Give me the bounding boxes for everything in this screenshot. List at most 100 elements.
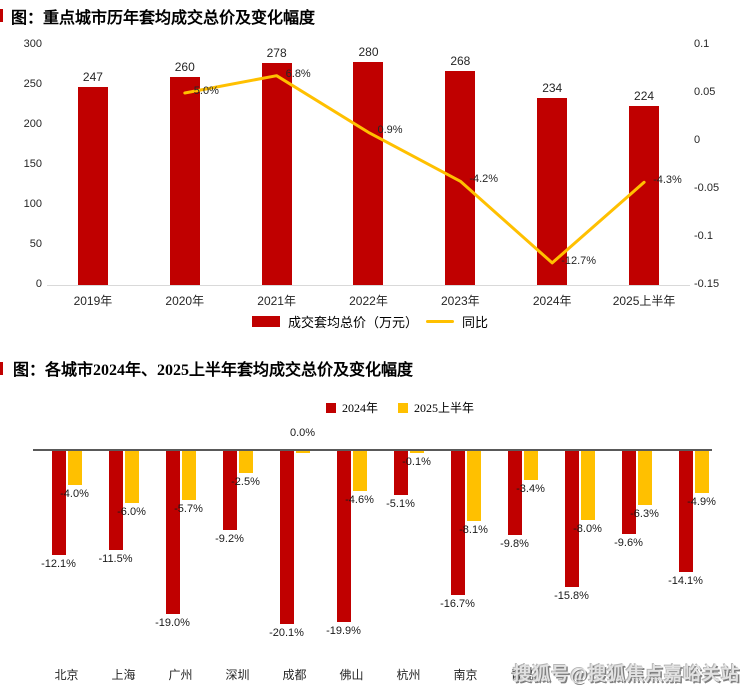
bar-wrap: -19.0% [155,451,190,629]
bar-wrap: -15.8% [554,451,589,602]
bar-2025 [580,451,595,520]
bar-2024 [108,451,123,550]
bar [353,62,384,285]
bar-value-label: -9.2% [215,533,244,546]
legend-2025-label: 2025上半年 [414,401,475,415]
city-label: 青岛 [510,668,535,682]
bar-column: 247 [47,45,139,285]
city-label: 杭州 [396,668,421,682]
bar-value-label: 280 [358,45,379,59]
chart2-category-axis: 北京 上海 广州 深圳 成都 佛山 杭州 南京 青岛 [38,666,722,686]
x-axis-label: 2021年 [257,294,296,308]
legend-line-label: 同比 [462,315,489,330]
left-axis-tick: 0 [35,278,42,290]
bar-value-label: -20.1% [269,626,304,639]
left-axis-tick: 150 [23,158,42,170]
bar-wrap: -14.1% [668,451,703,587]
city-label: 广州 [168,668,193,682]
legend-bar-swatch-icon [251,316,280,327]
x-axis-label: 2023年 [440,294,480,308]
bar [169,77,200,285]
bar-group: -16.7% -8.1% [437,451,494,610]
bar-value-label: -6.3% [630,508,659,521]
bar-2025 [295,451,310,453]
bar-value-label: -6.0% [117,505,146,518]
bar-wrap: 0.0% [290,427,315,453]
right-axis-tick: 0.05 [694,86,716,98]
line-point-label: -4.3% [653,174,682,187]
x-axis-label: 2022年 [349,294,388,308]
bar-value-label: -12.1% [41,558,76,571]
x-axis-label: 2024年 [532,294,572,308]
bar-wrap: -11.5% [98,451,133,565]
city-label: 成都 [282,668,307,682]
bar-value-label: -9.8% [500,538,529,551]
bar-2024 [393,451,408,495]
bar-wrap: -4.0% [60,451,89,500]
title1-bullet-icon [0,9,3,22]
bar-2024 [51,451,66,556]
chart2-title: 图：各城市2024年、2025上半年套均成交总价及变化幅度 [13,362,414,379]
chart1-title: 图：重点城市历年套均成交总价及变化幅度 [11,10,316,27]
bar-2025 [124,451,139,503]
bar-value-label: -4.0% [60,488,89,501]
bar-column: 234 [506,45,598,285]
bar-wrap: -16.7% [440,451,475,610]
legend-2024-swatch-icon [325,402,336,413]
bar-group: -15.8% -8.0% [551,451,608,602]
bar-2025 [637,451,652,506]
x-axis-label: 2025上半年 [612,294,676,308]
bar-wrap: -9.2% [215,451,244,545]
bar-wrap: -0.1% [402,451,431,468]
bar-group: -19.0% -5.7% [152,451,209,629]
chart2-plot: -12.1% -4.0% -11.5% -6.0% -19.0% -5.7% -9.2% -2… [38,427,722,651]
line-point-label: 6.8% [285,67,311,80]
bar-wrap: -8.0% [573,451,602,535]
right-axis-tick: -0.1 [694,230,713,242]
chart2-zero-axis-line [33,449,712,451]
bar-2025 [352,451,367,491]
bar-column: 224 [598,45,690,285]
city-label: 深圳 [225,668,250,682]
left-axis-tick: 250 [23,78,42,90]
bar-column: 268 [414,45,506,285]
bar-value-label: -3.4% [516,483,545,496]
city-label: 北京 [54,668,79,682]
bar-2025 [523,451,538,481]
bar-wrap: -6.0% [117,451,146,518]
bar-2024 [678,451,693,573]
bar-value-label: -0.1% [402,456,431,468]
bar-2024 [621,451,636,534]
legend-line-swatch-icon [426,320,454,323]
bar-wrap: -2.5% [231,451,260,488]
bar-wrap: -8.1% [459,451,488,536]
bar [261,62,292,285]
bar [629,105,660,285]
bar-value-label: -16.7% [440,597,475,610]
bar-value-label: -4.6% [345,493,374,506]
bar-value-label: -2.5% [231,475,260,488]
bar-wrap: -6.3% [630,451,659,520]
bar-value-label: -11.5% [98,552,133,565]
line-point-label: -12.7% [561,254,597,267]
city-label: 佛山 [339,668,364,682]
bar-value-label: 234 [542,80,563,95]
bar-wrap: -19.9% [326,451,361,637]
left-axis-tick: 100 [23,198,42,210]
legend-bar-label: 成交套均总价（万元） [287,315,418,330]
bar-2024 [279,451,294,624]
bar-value-label: -8.0% [573,522,602,535]
bar-2025 [238,451,253,473]
chart2-legend: 2024年 2025上半年 [0,399,740,416]
bar [77,87,108,285]
legend-2024-label: 2024年 [341,401,378,415]
bar-column: 260 [139,45,231,285]
right-axis-tick: -0.15 [694,278,720,290]
bar-group: -9.2% -2.5% [209,451,266,545]
bar-wrap: -5.1% [386,451,415,510]
line-point-label: 0.9% [377,124,403,137]
x-axis-label: 2019年 [73,294,113,308]
city-label: 上海 [111,668,136,682]
bar-2024 [507,451,522,536]
bar-value-label: -15.8% [554,589,589,602]
